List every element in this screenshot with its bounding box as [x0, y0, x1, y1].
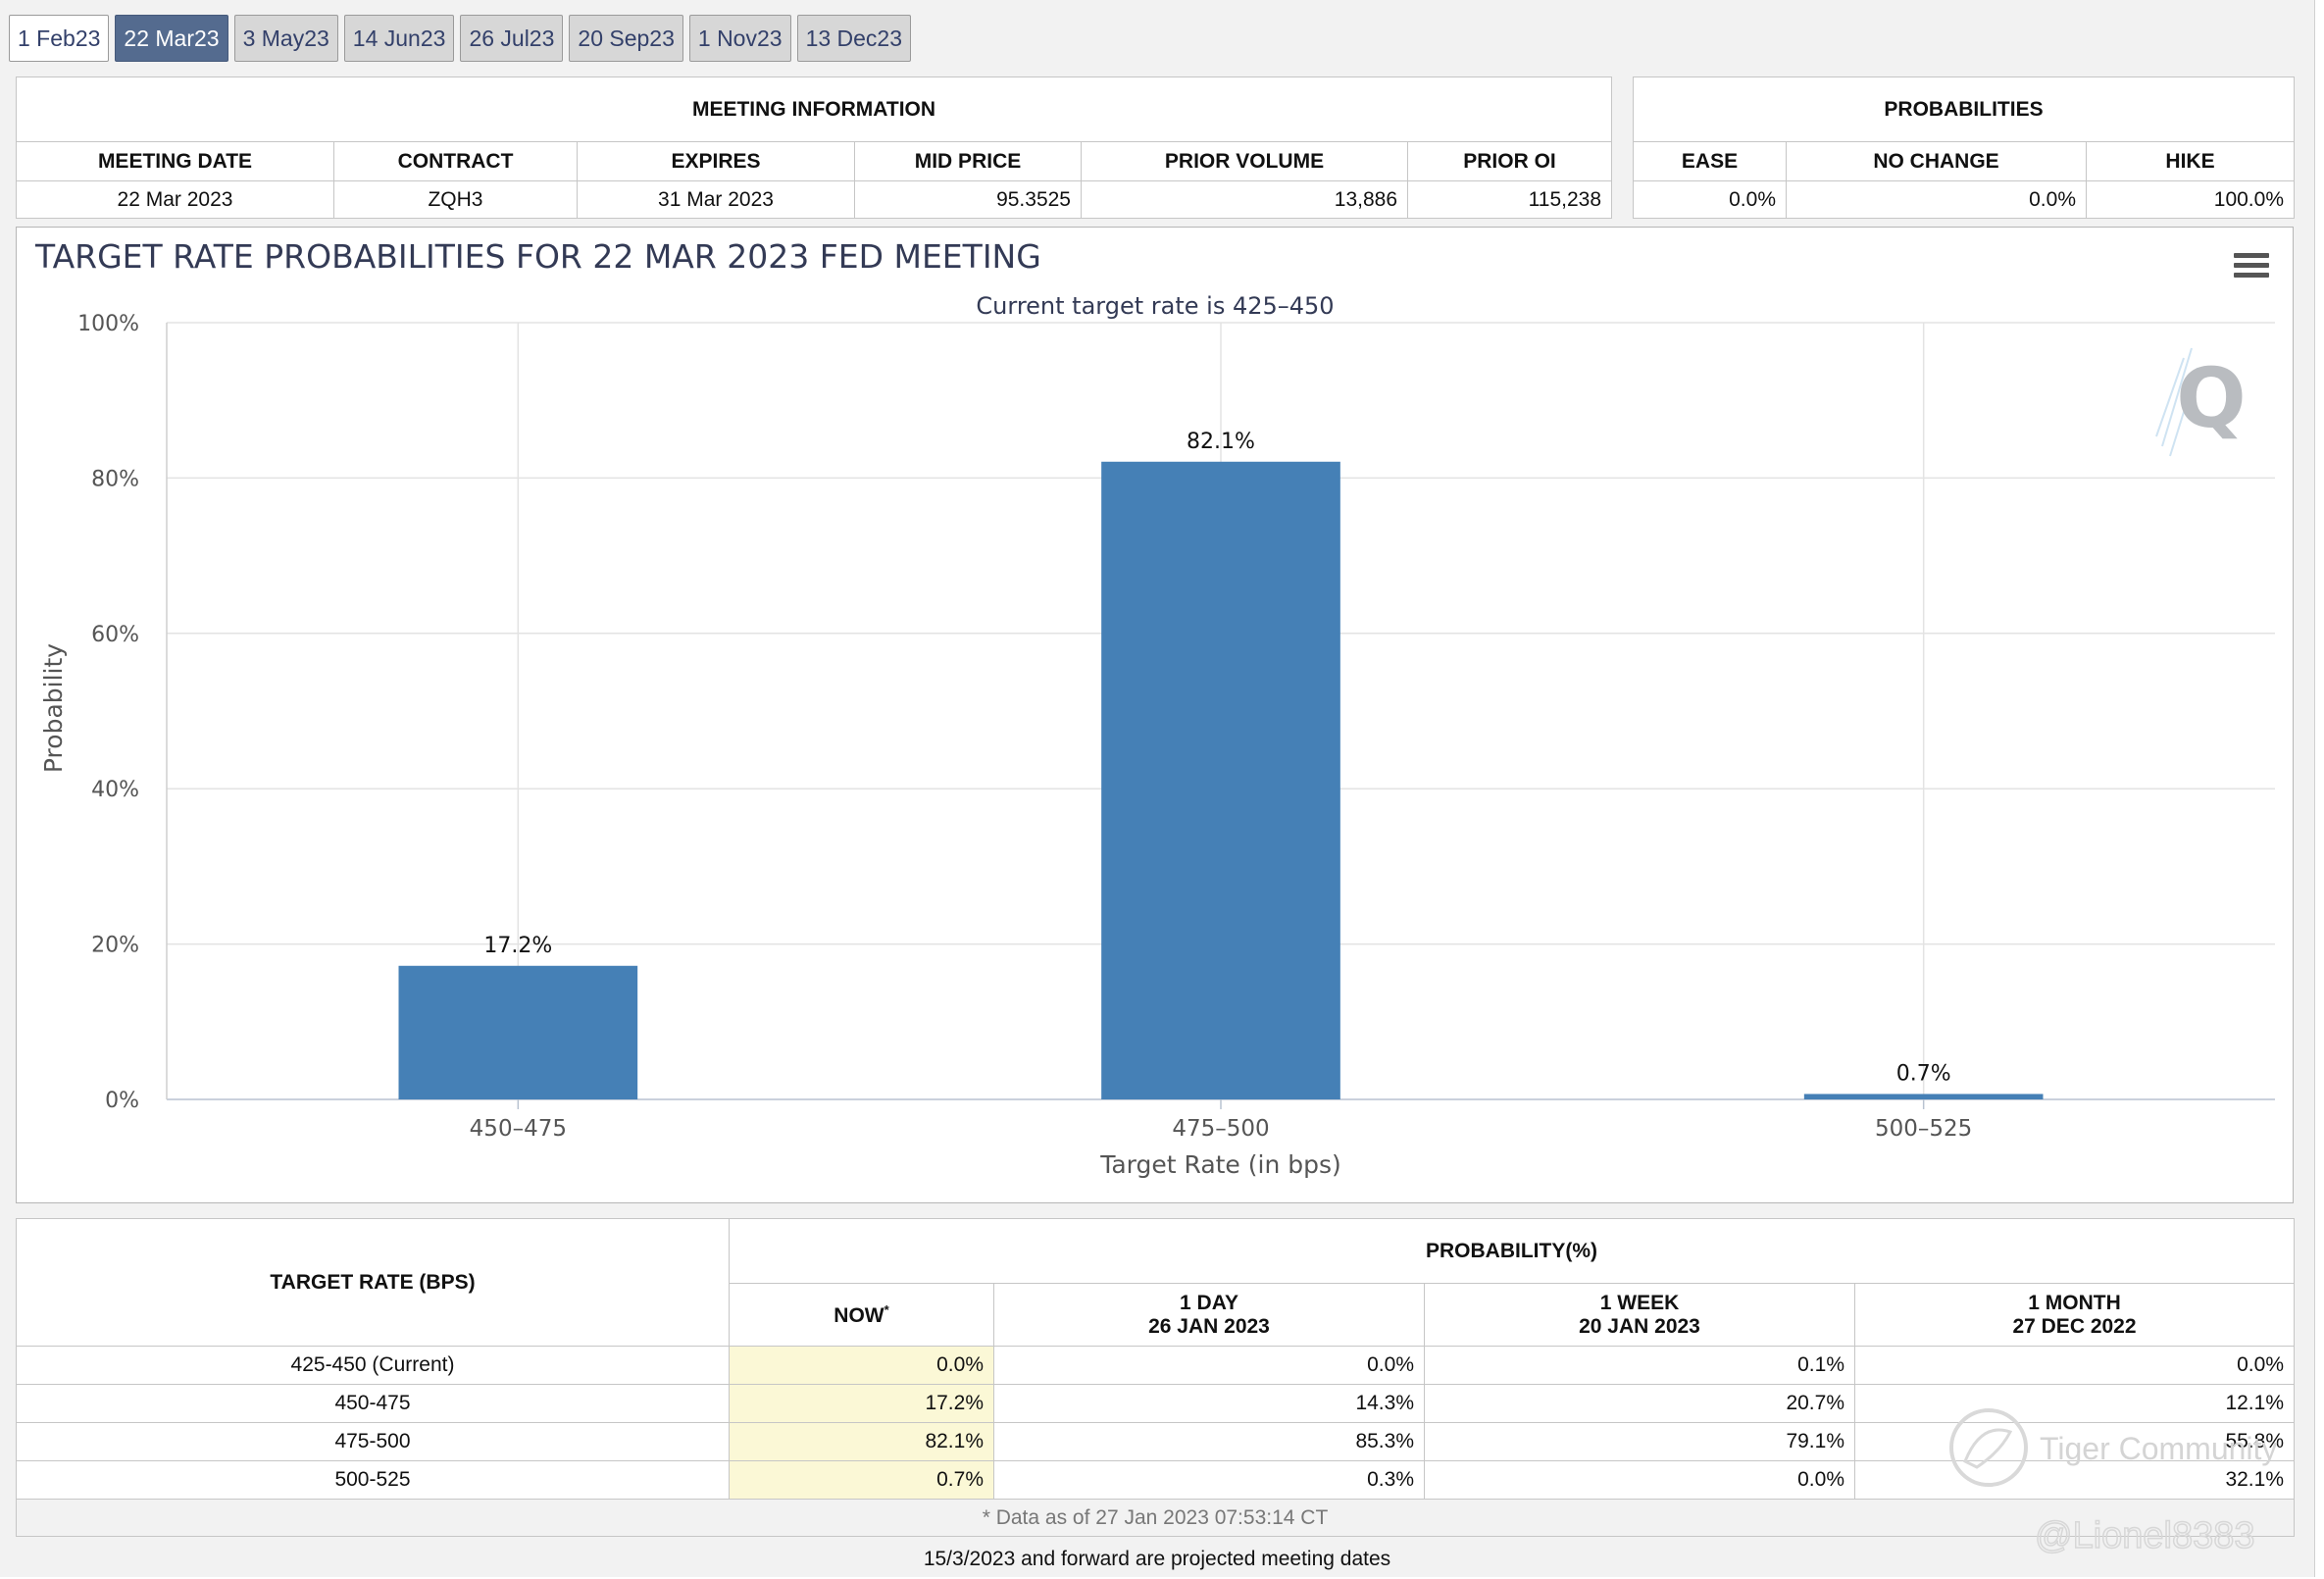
- col-1-month-date: 27 DEC 2022: [2012, 1314, 2137, 1338]
- y-tick-label: 40%: [91, 778, 139, 802]
- target-rate-header: TARGET RATE (BPS): [16, 1218, 730, 1347]
- day-cell: 0.3%: [993, 1460, 1425, 1500]
- now-cell: 0.0%: [729, 1346, 994, 1385]
- x-tick-label: 475–500: [1172, 1116, 1269, 1142]
- meeting-info-table: MEETING INFORMATION MEETING DATE CONTRAC…: [15, 76, 1613, 219]
- now-cell: 0.7%: [729, 1460, 994, 1500]
- col-1-week: 1 WEEK 20 JAN 2023: [1424, 1283, 1855, 1347]
- table-row: 425-450 (Current) 0.0% 0.0% 0.1% 0.0%: [16, 1346, 2295, 1385]
- bar-data-label: 17.2%: [483, 934, 552, 958]
- col-1-day: 1 DAY 26 JAN 2023: [993, 1283, 1425, 1347]
- now-cell: 17.2%: [729, 1384, 994, 1423]
- now-cell: 82.1%: [729, 1422, 994, 1461]
- bar-data-label: 82.1%: [1187, 430, 1255, 454]
- probability-header: PROBABILITY(%): [729, 1218, 2295, 1284]
- col-mid-price: MID PRICE: [854, 141, 1082, 181]
- bar-500-525[interactable]: [1803, 1094, 2044, 1099]
- rate-cell: 500-525: [16, 1460, 730, 1500]
- table-row: 450-475 17.2% 14.3% 20.7% 12.1%: [16, 1384, 2295, 1423]
- rate-cell: 425-450 (Current): [16, 1346, 730, 1385]
- probability-history-table: TARGET RATE (BPS) PROBABILITY(%) NOW* 1 …: [16, 1218, 2295, 1537]
- col-expires: EXPIRES: [577, 141, 855, 181]
- col-1-day-date: 26 JAN 2023: [1148, 1314, 1270, 1338]
- col-hike: HIKE: [2086, 141, 2295, 181]
- meeting-tabs: 1 Feb23 22 Mar23 3 May23 14 Jun23 26 Jul…: [9, 15, 912, 65]
- y-tick-label: 0%: [105, 1089, 139, 1113]
- col-1-week-date: 20 JAN 2023: [1579, 1314, 1700, 1338]
- chart-subtitle: Current target rate is 425–450: [976, 292, 1334, 320]
- contract-value: ZQH3: [333, 180, 578, 219]
- tab-sep23[interactable]: 20 Sep23: [569, 15, 683, 62]
- chart-title: TARGET RATE PROBABILITIES FOR 22 MAR 202…: [34, 237, 1041, 276]
- col-prior-volume: PRIOR VOLUME: [1081, 141, 1408, 181]
- chart-menu-icon[interactable]: [2234, 253, 2269, 280]
- table-row: 500-525 0.7% 0.3% 0.0% 32.1%: [16, 1460, 2295, 1500]
- no-change-value: 0.0%: [1786, 180, 2087, 219]
- y-tick-label: 20%: [91, 934, 139, 958]
- col-now-marker: *: [884, 1301, 889, 1317]
- y-tick-label: 60%: [91, 623, 139, 647]
- tab-dec23[interactable]: 13 Dec23: [796, 15, 912, 62]
- prior-volume-value: 13,886: [1081, 180, 1408, 219]
- col-1-week-label: 1 WEEK: [1599, 1291, 1680, 1314]
- tab-jul23[interactable]: 26 Jul23: [460, 15, 564, 62]
- y-tick-label: 80%: [91, 467, 139, 491]
- y-axis-title: Probability: [39, 643, 68, 773]
- col-1-month-label: 1 MONTH: [2028, 1291, 2121, 1314]
- col-now-label: NOW: [834, 1303, 884, 1327]
- tab-nov23[interactable]: 1 Nov23: [688, 15, 791, 62]
- watermark-brand: Tiger Community: [2040, 1431, 2277, 1466]
- projected-dates-note: 15/3/2023 and forward are projected meet…: [923, 1548, 1391, 1570]
- col-1-day-label: 1 DAY: [1180, 1291, 1238, 1314]
- col-prior-oi: PRIOR OI: [1406, 141, 1613, 181]
- month-cell: 32.1%: [1854, 1460, 2295, 1500]
- hike-value: 100.0%: [2086, 180, 2295, 219]
- bar-475-500[interactable]: [1101, 461, 1340, 1099]
- x-axis-title: Target Rate (in bps): [1099, 1150, 1341, 1179]
- ease-value: 0.0%: [1633, 180, 1787, 219]
- svg-text:Q: Q: [2176, 350, 2246, 446]
- probabilities-title: PROBABILITIES: [1633, 76, 2295, 142]
- month-cell: 55.8%: [1854, 1422, 2295, 1461]
- probabilities-table: PROBABILITIES EASE NO CHANGE HIKE 0.0% 0…: [1633, 76, 2295, 219]
- tab-jun23[interactable]: 14 Jun23: [343, 15, 455, 62]
- meeting-date-value: 22 Mar 2023: [16, 180, 334, 219]
- table-row: 475-500 82.1% 85.3% 79.1% 55.8%: [16, 1422, 2295, 1461]
- tab-feb23[interactable]: 1 Feb23: [9, 15, 110, 62]
- x-tick-label: 450–475: [470, 1116, 567, 1142]
- watermark-handle: @Lionel8383: [2035, 1515, 2255, 1556]
- day-cell: 0.0%: [993, 1346, 1425, 1385]
- mid-price-value: 95.3525: [854, 180, 1082, 219]
- week-cell: 79.1%: [1424, 1422, 1855, 1461]
- tab-mar23[interactable]: 22 Mar23: [115, 15, 228, 62]
- q-logo-icon: Q: [2155, 347, 2247, 457]
- month-cell: 0.0%: [1854, 1346, 2295, 1385]
- tiger-community-watermark: Tiger Community @Lionel8383: [1949, 1408, 2277, 1557]
- day-cell: 14.3%: [993, 1384, 1425, 1423]
- bar-450-475[interactable]: [398, 965, 638, 1099]
- week-cell: 0.0%: [1424, 1460, 1855, 1500]
- col-1-month: 1 MONTH 27 DEC 2022: [1854, 1283, 2295, 1347]
- tab-may23[interactable]: 3 May23: [233, 15, 338, 62]
- expires-value: 31 Mar 2023: [577, 180, 855, 219]
- col-no-change: NO CHANGE: [1786, 141, 2087, 181]
- rate-cell: 450-475: [16, 1384, 730, 1423]
- col-ease: EASE: [1633, 141, 1787, 181]
- week-cell: 0.1%: [1424, 1346, 1855, 1385]
- col-now: NOW*: [729, 1283, 994, 1347]
- x-tick-label: 500–525: [1875, 1116, 1972, 1142]
- rate-cell: 475-500: [16, 1422, 730, 1461]
- meeting-info-title: MEETING INFORMATION: [15, 76, 1613, 142]
- bar-data-label: 0.7%: [1896, 1061, 1951, 1086]
- y-tick-label: 100%: [77, 312, 139, 336]
- prior-oi-value: 115,238: [1406, 180, 1613, 219]
- day-cell: 85.3%: [993, 1422, 1425, 1461]
- week-cell: 20.7%: [1424, 1384, 1855, 1423]
- data-timestamp-footnote: * Data as of 27 Jan 2023 07:53:14 CT: [16, 1499, 2295, 1537]
